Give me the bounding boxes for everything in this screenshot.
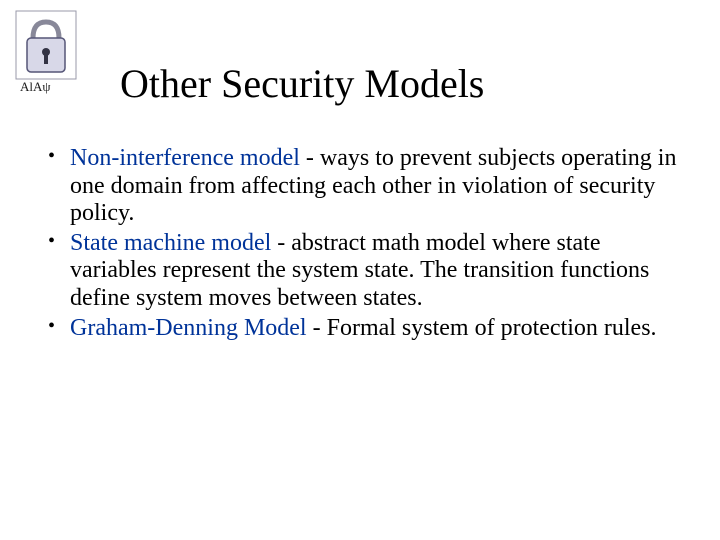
bullet-term: State machine model xyxy=(70,230,271,256)
list-item: Graham-Denning Model - Formal system of … xyxy=(40,315,680,343)
bullet-term: Non-interference model xyxy=(70,145,300,171)
bullet-body: - Formal system of protection rules. xyxy=(307,315,657,341)
bullet-list: Non-interference model - ways to prevent… xyxy=(40,145,680,344)
lock-icon xyxy=(15,10,77,80)
logo-area: AlAψ xyxy=(15,10,85,95)
logo-label: AlAψ xyxy=(20,79,51,95)
list-item: Non-interference model - ways to prevent… xyxy=(40,145,680,228)
list-item: State machine model - abstract math mode… xyxy=(40,230,680,313)
bullet-term: Graham-Denning Model xyxy=(70,315,307,341)
slide-title: Other Security Models xyxy=(120,60,484,107)
